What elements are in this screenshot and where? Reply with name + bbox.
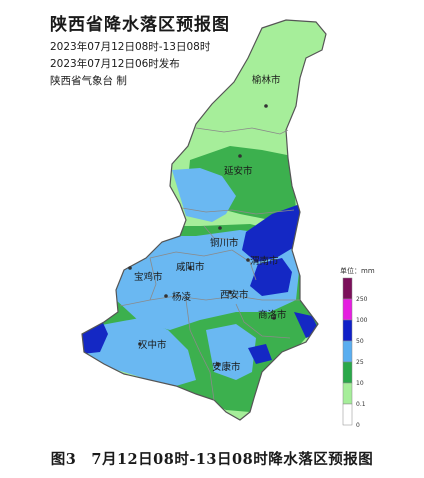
city-label-xian: 西安市 (220, 289, 249, 301)
legend-swatch (342, 340, 353, 363)
city-markers (128, 104, 276, 366)
legend-tick-label: 25 (356, 359, 364, 366)
legend-swatch (342, 277, 353, 300)
city-label-tongchuan: 铜川市 (210, 237, 239, 249)
legend-tick-label: 0 (356, 422, 360, 429)
valid-period: 2023年07月12日08时-13日08时 (50, 41, 211, 53)
legend-swatch (342, 403, 353, 426)
city-label-xianyang: 咸阳市 (176, 261, 205, 273)
legend-unit: 单位：mm (340, 267, 375, 275)
legend-tick-label: 10 (356, 380, 364, 387)
city-label-yulin: 榆林市 (252, 74, 281, 86)
zone-storm-ankang (248, 344, 272, 364)
legend-swatch (342, 298, 353, 321)
city-label-weinan: 渭南市 (250, 255, 279, 267)
city-label-yanan: 延安市 (224, 165, 253, 177)
city-label-baoji: 宝鸡市 (134, 271, 163, 283)
issuer: 陕西省气象台 制 (50, 75, 127, 87)
figure-caption: 图3 7月12日08时-13日08时降水落区预报图 (50, 451, 374, 468)
legend-swatch (342, 361, 353, 384)
legend-swatch (342, 382, 353, 405)
city-label-ankang: 安康市 (212, 361, 241, 373)
zone-heavy-hanzhong (84, 318, 196, 386)
legend-tick-label: 0.1 (356, 401, 366, 408)
issue-time: 2023年07月12日06时发布 (50, 58, 180, 70)
legend-scale: 250 100 50 25 10 0.1 0 (342, 277, 368, 429)
province-boundary (81, 19, 327, 421)
map-title: 陕西省降水落区预报图 (50, 15, 230, 35)
legend-tick-label: 100 (356, 317, 368, 324)
map-header: 陕西省降水落区预报图 2023年07月12日08时-13日08时 2023年07… (50, 10, 230, 88)
zone-heavy-ankang (206, 324, 256, 380)
legend-tick-label: 250 (356, 296, 368, 303)
legend-swatch (342, 319, 353, 342)
city-boundaries (119, 127, 300, 401)
city-label-hanzhong: 汉中市 (138, 339, 167, 351)
city-label-yangling: 杨凌 (172, 291, 192, 303)
zone-heavy-yanan (172, 168, 236, 222)
legend-tick-label: 50 (356, 338, 364, 345)
city-label-shangluo: 商洛市 (258, 309, 287, 321)
precipitation-legend: 单位：mm 250 100 50 25 10 0.1 0 (340, 266, 400, 436)
zone-storm-weinan (250, 258, 292, 296)
